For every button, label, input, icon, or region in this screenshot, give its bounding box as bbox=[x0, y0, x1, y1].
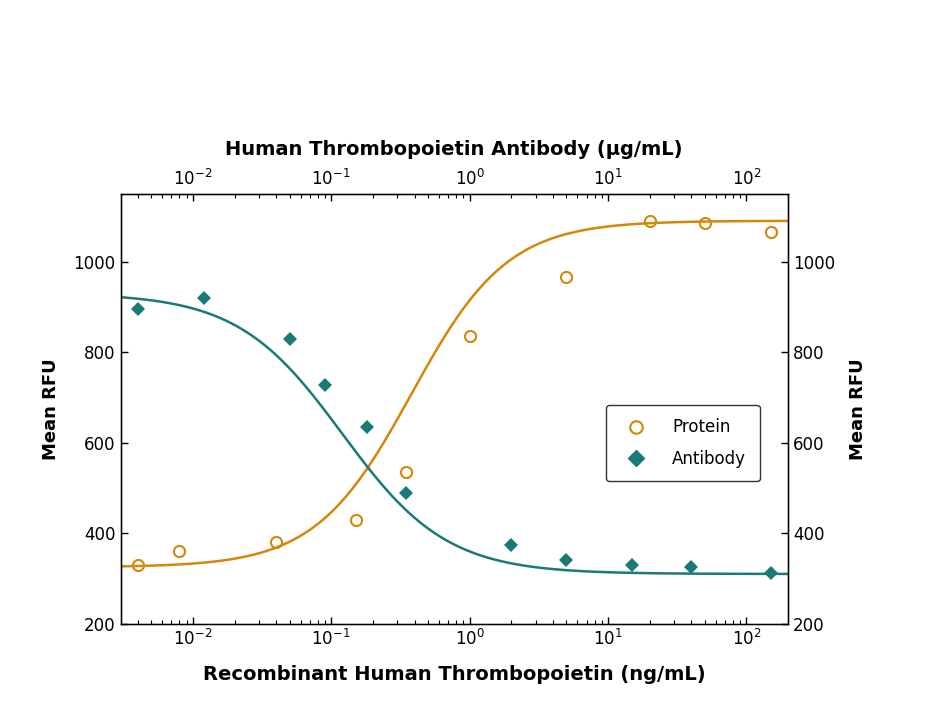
X-axis label: Human Thrombopoietin Antibody (μg/mL): Human Thrombopoietin Antibody (μg/mL) bbox=[225, 140, 683, 158]
Legend: Protein, Antibody: Protein, Antibody bbox=[605, 405, 759, 481]
X-axis label: Recombinant Human Thrombopoietin (ng/mL): Recombinant Human Thrombopoietin (ng/mL) bbox=[203, 665, 705, 685]
Y-axis label: Mean RFU: Mean RFU bbox=[42, 358, 59, 460]
Y-axis label: Mean RFU: Mean RFU bbox=[849, 358, 867, 460]
